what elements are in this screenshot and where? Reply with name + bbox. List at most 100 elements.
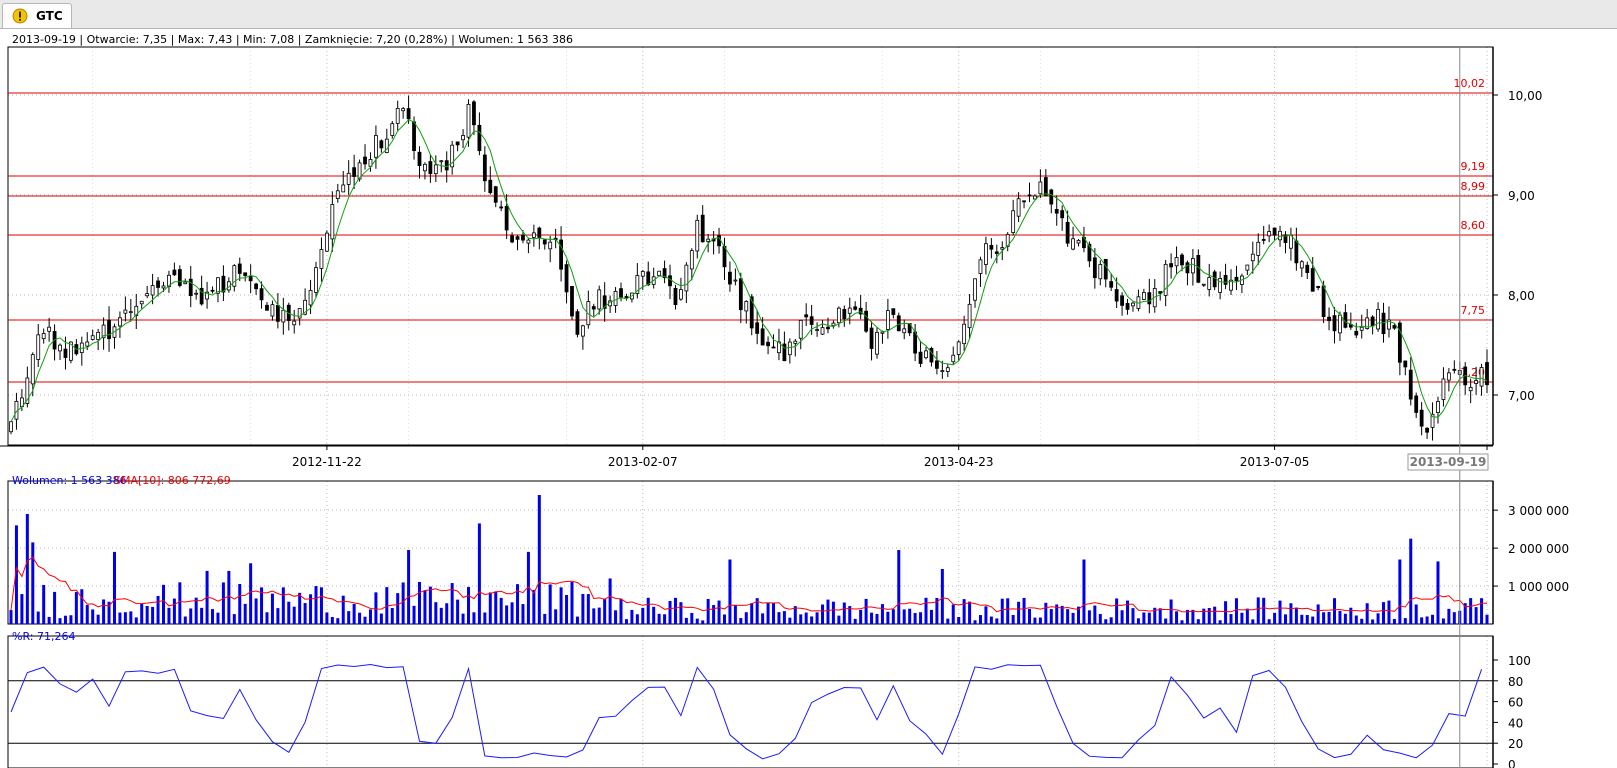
candle-body [221,275,226,293]
candle-body [646,271,651,286]
volume-bar [417,581,421,624]
volume-bar [107,601,111,624]
candle-body [1076,240,1081,244]
chart-area[interactable]: 10,02 9,19 8,99 8,60 7,75 7,20 2012-11-22 2013… [0,29,1617,768]
volume-bar [1098,614,1102,624]
candle-body [689,250,694,270]
volume-bar [47,616,51,624]
candle-body [684,264,689,292]
candle-body [869,327,874,349]
volume-bar [36,611,40,624]
candle-body [439,160,444,163]
price-tick-label: 10,00 [1508,89,1542,103]
volume-bar [428,586,432,624]
candle-body [515,236,520,240]
candle-body [706,238,711,242]
candle-body [635,275,640,294]
volume-bar [1267,619,1271,624]
tab-gtc[interactable]: GTC [2,3,72,28]
volume-bar [379,613,383,624]
volume-bar [891,609,895,624]
volume-bar [848,606,852,624]
volume-bar [766,602,770,624]
candle-body [521,234,525,241]
volume-bar [249,563,253,624]
volume-bar [837,615,841,624]
candle-body [559,239,563,270]
candle-body [1474,380,1479,384]
volume-bar [1185,609,1189,624]
stock-chart[interactable]: 10,029,198,998,607,757,20 2012-11-22 2013… [0,29,1617,768]
volume-bar [1071,612,1075,624]
candle-body [401,108,406,112]
candle-body [1163,263,1168,296]
volume-bar [668,600,672,624]
tab-label: GTC [36,9,63,23]
volume-bar [526,551,530,624]
price-tick-label: 9,00 [1508,189,1535,203]
candle-body [804,314,809,318]
volume-bar [1240,612,1244,624]
candle-body [1397,322,1402,363]
candle-body [128,311,133,314]
volume-bar [1006,598,1010,624]
candle-body [1000,247,1005,250]
candle-body [602,295,607,309]
volume-bar [1120,610,1124,624]
candle-body [537,227,542,239]
volume-bar [532,589,536,624]
candle-body [63,348,68,358]
volume-bar [510,602,514,624]
candle-body [744,301,749,312]
candle-body [1141,292,1146,300]
volume-bar [42,584,46,624]
candle-body [1229,279,1233,291]
volume-bar [1474,607,1478,624]
volume-bar [586,594,590,624]
candle-body [896,315,901,332]
candle-body [662,268,667,279]
candle-body [1365,317,1370,329]
wr-reference-lines [8,680,1493,744]
volume-bar [439,607,443,624]
candle-body [913,331,918,354]
volume-bar [1044,602,1048,624]
volume-bar [412,605,416,624]
candle-body [853,306,858,310]
volume-bar [1093,605,1097,624]
candle-body [1043,177,1048,197]
volume-bar [1000,598,1004,624]
volume-bar [450,583,454,624]
volume-bar [1414,604,1418,624]
volume-bar [385,587,389,624]
candle-body [1381,312,1386,335]
candle-body [134,305,139,316]
candle-body [210,289,215,292]
volume-bar [853,618,857,624]
candle-body [232,265,237,287]
volume-bar [1027,609,1031,624]
cursor-date-badge: 2013-09-19 [1407,453,1489,471]
volume-bar [1431,614,1435,624]
volume-bar [1066,609,1070,624]
candle-body [499,206,504,209]
candle-body [172,269,177,276]
volume-bar [1376,613,1380,624]
volume-bar [314,586,318,624]
volume-bar [1398,559,1402,624]
volume-bar [499,597,503,624]
candle-body [1327,316,1331,322]
candle-body [341,184,346,193]
candle-body [482,154,487,182]
candle-body [1223,274,1228,285]
volume-bar [445,603,449,624]
volume-bar [516,584,520,624]
volume-bar [1452,612,1456,624]
candle-body [864,310,868,332]
candle-body [749,296,754,329]
candle-body [924,350,928,359]
volume-bar [1436,561,1440,624]
volume-bar [777,612,781,624]
volume-bar [1289,603,1293,624]
volume-bar [63,615,67,624]
